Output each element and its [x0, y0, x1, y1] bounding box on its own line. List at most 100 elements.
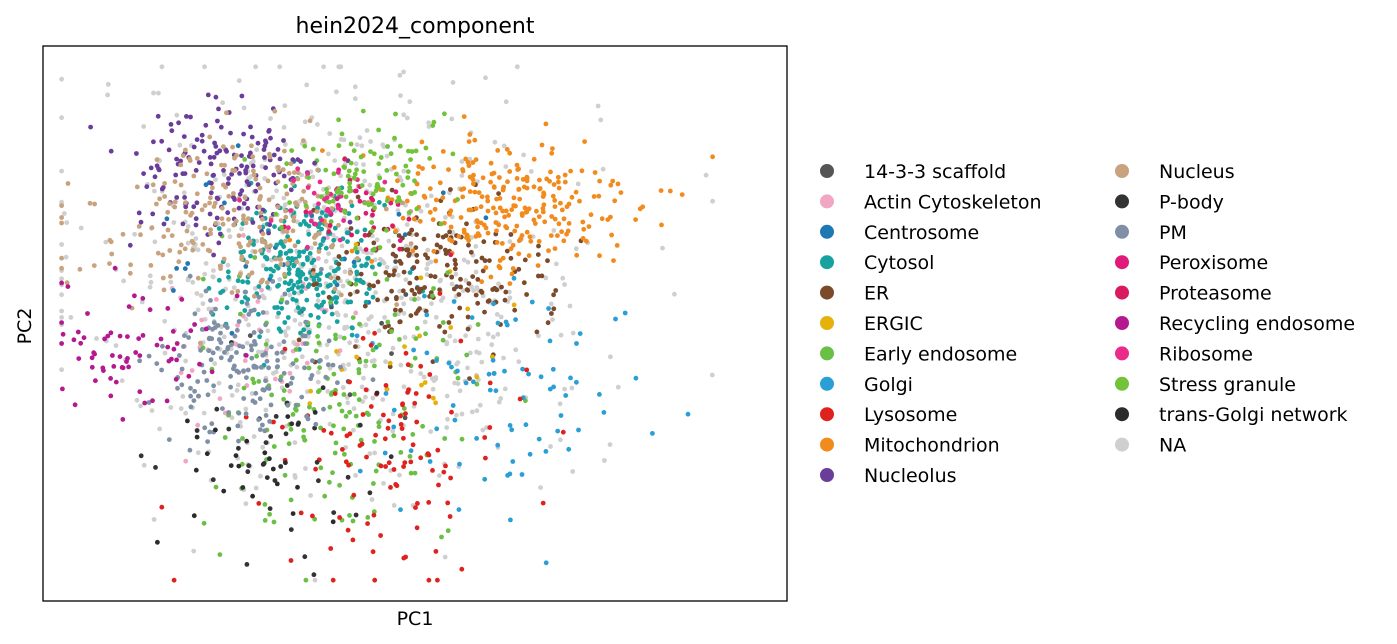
point-na — [450, 80, 456, 85]
point-nucleus — [202, 203, 208, 208]
point-nucleolus — [193, 222, 199, 228]
point-stress-granule — [366, 202, 372, 208]
point-mitochondrion — [509, 207, 515, 213]
point-lysosome — [372, 330, 377, 336]
point-mitochondrion — [440, 195, 446, 201]
point-nucleolus — [180, 171, 186, 177]
point-na — [152, 239, 158, 245]
point-na — [521, 152, 526, 158]
point-mitochondrion — [510, 242, 516, 248]
point-pm — [242, 289, 248, 295]
point-mitochondrion — [536, 239, 542, 244]
point-na — [210, 274, 216, 280]
point-nucleolus — [193, 216, 199, 222]
point-pm — [220, 406, 225, 411]
point-recycling-endosome — [140, 296, 146, 301]
point-stress-granule — [336, 117, 341, 123]
point-nucleolus — [138, 219, 144, 225]
point-mitochondrion — [548, 169, 553, 175]
legend-marker — [1115, 194, 1129, 209]
point-er — [447, 229, 452, 235]
point-early-endosome — [239, 461, 245, 467]
point-nucleolus — [208, 161, 214, 167]
point-nucleolus — [174, 195, 180, 200]
point-na — [249, 391, 255, 396]
point-nucleolus — [250, 163, 256, 169]
point-mitochondrion — [503, 208, 509, 214]
point-nucleus — [311, 271, 316, 277]
point-cytosol — [315, 292, 321, 298]
point-trans-golgi-network — [213, 427, 218, 433]
point-early-endosome — [442, 436, 448, 441]
legend-marker — [1115, 255, 1129, 270]
point-cytosol — [303, 276, 309, 282]
point-mitochondrion — [520, 177, 526, 182]
point-er — [502, 297, 508, 303]
point-cytosol — [301, 219, 307, 224]
point-na — [191, 548, 197, 554]
point-stress-granule — [347, 185, 353, 190]
point-cytosol — [354, 277, 360, 283]
point-golgi — [434, 426, 440, 432]
point-er — [384, 296, 390, 302]
point-centrosome — [164, 216, 170, 222]
point-mitochondrion — [467, 189, 473, 195]
point-early-endosome — [365, 515, 371, 520]
point-lysosome — [449, 409, 454, 415]
point-trans-golgi-network — [295, 484, 300, 490]
point-pm — [278, 377, 283, 383]
point-nucleolus — [263, 165, 268, 171]
point-na — [426, 124, 432, 129]
point-golgi — [391, 407, 397, 413]
point-early-endosome — [353, 413, 359, 419]
point-er — [504, 248, 510, 254]
point-lysosome — [282, 346, 288, 352]
point-na — [103, 239, 109, 245]
point-recycling-endosome — [166, 358, 172, 364]
legend-marker — [1115, 437, 1129, 452]
point-nucleolus — [154, 163, 160, 169]
legend-marker — [820, 407, 834, 422]
point-nucleus — [154, 157, 160, 163]
point-nucleolus — [266, 230, 271, 236]
point-cytosol — [363, 263, 369, 268]
point-trans-golgi-network — [221, 488, 227, 494]
point-cytosol — [278, 249, 283, 255]
point-nucleolus — [208, 190, 214, 196]
point-pm — [211, 383, 217, 389]
point-na — [244, 340, 250, 346]
point-lysosome — [346, 462, 351, 468]
point-er — [423, 252, 428, 258]
point-golgi — [422, 293, 427, 299]
point-cytosol — [345, 239, 350, 245]
point-mitochondrion — [522, 205, 528, 211]
point-cytosol — [320, 290, 326, 295]
point-stress-granule — [354, 215, 360, 221]
point-mitochondrion — [476, 190, 482, 196]
point-actin-cytoskeleton — [241, 233, 246, 238]
point-cytosol — [254, 210, 259, 216]
point-pm — [299, 394, 305, 400]
point-recycling-endosome — [165, 306, 171, 311]
point-early-endosome — [385, 144, 390, 149]
point-lysosome — [400, 401, 405, 407]
point-nucleus — [257, 185, 263, 191]
point-centrosome — [185, 261, 191, 266]
point-er — [503, 289, 509, 295]
point-pm — [248, 343, 254, 349]
point-early-endosome — [391, 433, 397, 439]
legend-item-early-endosome: Early endosome — [820, 343, 1017, 365]
point-peroxisome — [393, 189, 399, 195]
point-na — [430, 386, 436, 392]
point-stress-granule — [361, 169, 367, 175]
point-stress-granule — [384, 168, 390, 173]
point-nucleus — [157, 196, 163, 202]
point-early-endosome — [475, 322, 481, 327]
point-nucleus — [136, 224, 142, 229]
point-nucleus — [290, 228, 296, 234]
point-er — [536, 273, 541, 279]
point-na — [177, 142, 183, 148]
point-stress-granule — [347, 180, 353, 186]
point-pm — [248, 308, 254, 314]
point-er — [443, 251, 449, 256]
